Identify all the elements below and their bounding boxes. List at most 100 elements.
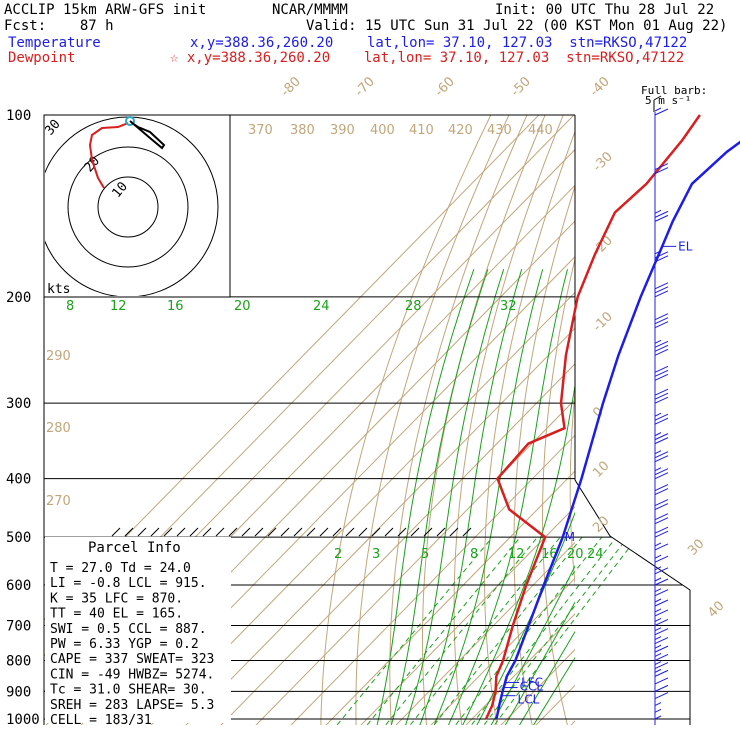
moist-adiabat-label: 32 xyxy=(500,299,517,314)
wind-barb-flag xyxy=(654,413,669,421)
wind-barb-flag xyxy=(654,662,669,669)
hatch-mark xyxy=(332,527,342,537)
isotherm-line xyxy=(150,291,575,725)
isotherm-line xyxy=(395,541,575,725)
wind-barb-half xyxy=(654,715,662,720)
mixing-ratio-line xyxy=(478,536,629,725)
wind-barb-flag xyxy=(654,654,669,661)
moist-adiabat-line xyxy=(390,269,489,725)
inset-boundary xyxy=(574,479,691,725)
wind-barb-flag xyxy=(654,488,669,496)
wind-barbs xyxy=(654,107,669,720)
pressure-tick-600: 600 xyxy=(6,578,31,594)
pressure-axis: 100 200 300 400 500 600 700 800 900 1000 xyxy=(6,108,40,728)
wind-barb-half xyxy=(654,412,662,417)
wind-barb-flag xyxy=(654,369,669,377)
parcel-info-row: K = 35 LFC = 870. xyxy=(50,591,183,606)
parcel-info-rows: T = 27.0 Td = 24.0LI = -0.8 LCL = 915.K … xyxy=(50,561,214,728)
theta-label: 280 xyxy=(46,421,71,436)
moist-adiabat-label: 16 xyxy=(167,299,184,314)
wind-barb-flag xyxy=(654,517,669,525)
dry-adiabat-line xyxy=(513,184,575,725)
moist-adiabat-line xyxy=(419,269,523,725)
mixing-ratio-line xyxy=(361,536,521,725)
parcel-info-row: CIN = -49 HWBZ= 5274. xyxy=(50,667,214,682)
forecast-hour: Fcst: 87 h xyxy=(4,18,114,34)
wind-barb-flag xyxy=(654,609,669,617)
isotherm-label: -70 xyxy=(352,74,378,100)
isotherm-line xyxy=(465,613,575,725)
dry-adiabat-line xyxy=(623,115,676,732)
marker-label-lcl: LCL xyxy=(518,693,540,707)
wind-barb-half xyxy=(654,588,662,593)
marker-label-ccl: CCL xyxy=(520,680,544,694)
wind-barb-flag xyxy=(654,290,669,298)
hatch-mark xyxy=(462,527,472,537)
hodograph-trace-black xyxy=(129,120,166,150)
isotherm-label: 30 xyxy=(685,537,707,559)
temperature-trace xyxy=(495,140,740,720)
isotherm-line xyxy=(185,327,575,725)
hatch-mark xyxy=(436,527,446,537)
hatch-mark xyxy=(293,527,303,537)
wind-barb-half xyxy=(654,542,662,547)
moist-adiabat-line xyxy=(476,511,575,725)
barb-legend-title: Full barb: xyxy=(641,84,707,97)
wind-barb-flag xyxy=(654,344,669,352)
hatch-mark xyxy=(280,527,290,537)
moist-adiabat-label: 24 xyxy=(313,299,330,314)
moist-adiabat-labels: 8 12 16 20 24 28 32 xyxy=(66,299,517,314)
moist-adiabat-line xyxy=(518,630,575,725)
dry-adiabat-line xyxy=(355,115,510,725)
wind-barb-flag xyxy=(654,108,669,116)
parcel-info-row: TT = 40 EL = 165. xyxy=(50,607,183,622)
dry-adiabat-line xyxy=(389,115,528,725)
mixing-ratio-line xyxy=(465,536,617,725)
dry-adiabat-line xyxy=(697,115,740,732)
hatch-mark xyxy=(124,527,134,537)
moist-adiabat-line xyxy=(533,656,575,725)
wind-barb-flag xyxy=(654,210,669,218)
freezing-level-hatch xyxy=(111,527,472,537)
wind-barb-flag xyxy=(654,618,669,626)
hodograph-ring-10 xyxy=(97,176,159,238)
wind-barb-half xyxy=(654,577,662,582)
isotherm-line xyxy=(360,506,575,725)
mixing-ratio-label: 5 xyxy=(421,547,429,562)
pressure-tick-300: 300 xyxy=(6,396,31,412)
wind-barb-half xyxy=(654,644,662,649)
moist-adiabat-label: 20 xyxy=(234,299,251,314)
moist-adiabat-line xyxy=(447,269,568,725)
isotherm-label: -80 xyxy=(278,74,304,100)
isotherm-label: -50 xyxy=(508,74,534,100)
wind-barb-flag xyxy=(654,255,669,263)
pressure-tick-1000: 1000 xyxy=(6,712,40,728)
moist-adiabat-label: 8 xyxy=(66,299,74,314)
wind-barb-flag xyxy=(654,628,669,636)
parcel-info-row: LI = -0.8 LCL = 915. xyxy=(50,576,207,591)
pressure-tick-900: 900 xyxy=(6,684,31,700)
dry-adiabat-line xyxy=(453,115,564,725)
pressure-tick-200: 200 xyxy=(6,290,31,306)
hodograph-frame xyxy=(43,114,231,298)
wind-barb-flag xyxy=(654,555,669,563)
theta-label: 380 xyxy=(290,123,315,138)
wind-barb-flag xyxy=(654,455,669,463)
hatch-mark xyxy=(254,527,264,537)
moist-adiabat-label: 12 xyxy=(110,299,127,314)
mixing-ratio-label: 8 xyxy=(470,547,478,562)
marker-label-el: EL xyxy=(678,239,693,253)
hatch-mark xyxy=(410,527,420,537)
barb-legend-icon xyxy=(653,95,662,112)
parcel-info-row: CELL = 183/31 xyxy=(50,713,152,728)
mixing-ratio-line xyxy=(428,536,583,725)
wind-barb-flag xyxy=(654,214,669,222)
mixing-ratio-line xyxy=(379,536,538,725)
parcel-info-row: Tc = 31.0 SHEAR= 30. xyxy=(50,683,207,698)
isotherm-line xyxy=(290,434,575,725)
mixing-ratio-line xyxy=(331,536,493,725)
mixing-ratio-label: 24 xyxy=(587,547,604,562)
mixing-ratio-line xyxy=(450,536,603,725)
wind-barb-half xyxy=(654,554,662,559)
dewpoint-legend: Dewpoint xyxy=(8,50,76,66)
